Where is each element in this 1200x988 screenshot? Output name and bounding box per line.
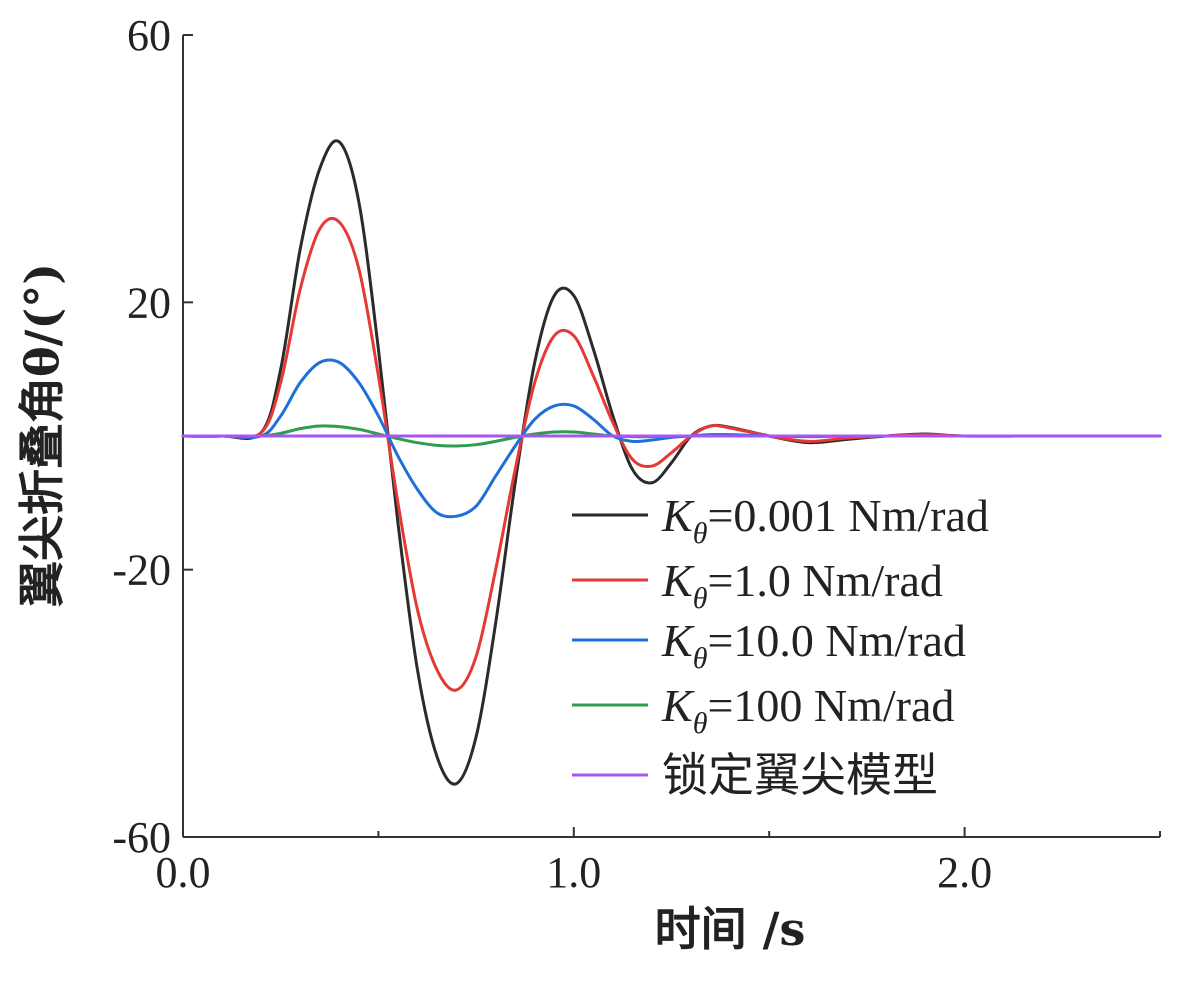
x-axis-title: 时间 /s — [655, 902, 806, 956]
legend-label: =0.001 Nm/rad — [707, 490, 988, 541]
y-tick-label: -20 — [112, 546, 171, 595]
legend-k-subscript: θ — [693, 582, 708, 615]
y-tick-label: 20 — [127, 278, 171, 327]
y-tick-label: -60 — [112, 813, 171, 862]
legend-label: =10.0 Nm/rad — [707, 615, 965, 666]
legend-k-symbol: K — [661, 615, 695, 666]
legend-label: =1.0 Nm/rad — [707, 555, 942, 606]
legend-k-symbol: K — [661, 555, 695, 606]
series-line-2 — [181, 216, 1162, 692]
legend-k-symbol: K — [661, 680, 695, 731]
legend-k-subscript: θ — [693, 642, 708, 675]
legend-label: =100 Nm/rad — [707, 680, 954, 731]
x-tick-label: 0.0 — [156, 848, 211, 897]
legend-entry: Kθ=100 Nm/rad — [661, 680, 954, 740]
chart-series — [181, 139, 1162, 786]
x-tick-label: 2.0 — [937, 848, 992, 897]
y-axis-title: 翼尖折叠角θ/(°) — [15, 263, 69, 607]
chart-ticks: 0.0 1.0 2.0 60 20 -20 -60 — [112, 11, 1161, 897]
legend-k-subscript: θ — [693, 707, 708, 740]
legend-k-subscript: θ — [693, 517, 708, 550]
legend-entry: Kθ=1.0 Nm/rad — [661, 555, 943, 615]
x-tick-label: 1.0 — [546, 848, 601, 897]
legend-entry: 锁定翼尖模型 — [662, 750, 938, 801]
legend-entry: Kθ=10.0 Nm/rad — [661, 615, 966, 675]
legend-entry: Kθ=0.001 Nm/rad — [661, 490, 989, 550]
y-tick-label: 60 — [127, 11, 171, 60]
legend-k-symbol: K — [661, 490, 695, 541]
